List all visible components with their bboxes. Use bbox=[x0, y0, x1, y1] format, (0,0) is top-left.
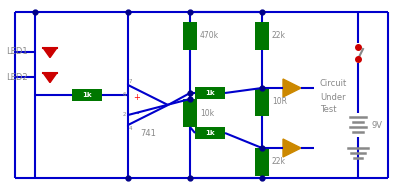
Text: Test: Test bbox=[319, 105, 336, 114]
Text: 4: 4 bbox=[128, 126, 132, 131]
Text: 1k: 1k bbox=[205, 90, 214, 96]
Text: 1k: 1k bbox=[205, 130, 214, 136]
Polygon shape bbox=[43, 48, 57, 58]
Text: 22k: 22k bbox=[271, 32, 285, 40]
Bar bbox=[183, 22, 196, 50]
Text: LED2: LED2 bbox=[6, 73, 28, 82]
Bar bbox=[194, 87, 224, 99]
Text: 10k: 10k bbox=[200, 108, 213, 117]
Polygon shape bbox=[282, 79, 300, 97]
Polygon shape bbox=[128, 85, 168, 125]
Bar bbox=[72, 89, 102, 101]
Text: 22k: 22k bbox=[271, 158, 285, 167]
Bar bbox=[194, 127, 224, 139]
Text: 9V: 9V bbox=[371, 121, 382, 129]
Text: +: + bbox=[133, 93, 140, 102]
Text: 1k: 1k bbox=[82, 92, 92, 98]
Polygon shape bbox=[43, 73, 57, 83]
Bar bbox=[254, 88, 269, 116]
Polygon shape bbox=[282, 139, 300, 157]
Text: 7: 7 bbox=[128, 79, 132, 84]
Text: 10R: 10R bbox=[271, 97, 286, 107]
Text: LED1: LED1 bbox=[6, 48, 28, 57]
Bar bbox=[254, 22, 269, 50]
Text: Circuit: Circuit bbox=[319, 79, 346, 88]
Text: 2: 2 bbox=[122, 112, 126, 117]
Text: 6: 6 bbox=[122, 92, 126, 97]
Text: 470k: 470k bbox=[200, 32, 219, 40]
Text: 741: 741 bbox=[140, 129, 156, 138]
Bar bbox=[183, 99, 196, 127]
Text: -: - bbox=[135, 108, 139, 118]
Text: Under: Under bbox=[319, 92, 345, 101]
Bar bbox=[254, 148, 269, 176]
